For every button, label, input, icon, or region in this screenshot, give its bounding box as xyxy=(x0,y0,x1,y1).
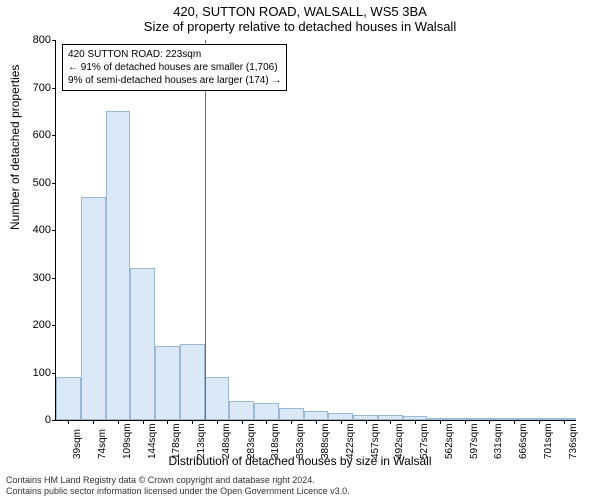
x-tick-mark xyxy=(143,420,144,424)
x-tick-mark xyxy=(167,420,168,424)
y-axis-label: Number of detached properties xyxy=(8,65,22,230)
x-tick-mark xyxy=(514,420,515,424)
y-tick-mark xyxy=(52,88,56,89)
histogram-bar xyxy=(229,401,254,420)
histogram-bar xyxy=(81,197,106,420)
x-tick-mark xyxy=(415,420,416,424)
x-axis-label: Distribution of detached houses by size … xyxy=(0,454,600,468)
x-tick-mark xyxy=(242,420,243,424)
histogram-bar xyxy=(304,411,329,420)
x-tick-mark xyxy=(68,420,69,424)
histogram-bar xyxy=(56,377,81,420)
x-tick-mark xyxy=(341,420,342,424)
y-tick-mark xyxy=(52,183,56,184)
y-tick-label: 0 xyxy=(21,414,51,426)
y-tick-label: 300 xyxy=(21,272,51,284)
y-tick-label: 400 xyxy=(21,224,51,236)
annotation-line: 9% of semi-detached houses are larger (1… xyxy=(68,74,281,87)
histogram-bar xyxy=(130,268,155,420)
y-tick-label: 100 xyxy=(21,367,51,379)
x-tick-mark xyxy=(539,420,540,424)
y-tick-mark xyxy=(52,325,56,326)
footer-text: Contains HM Land Registry data © Crown c… xyxy=(6,475,350,498)
y-tick-mark xyxy=(52,135,56,136)
x-tick-mark xyxy=(118,420,119,424)
reference-line xyxy=(205,40,206,420)
x-tick-mark xyxy=(366,420,367,424)
chart-container: 420, SUTTON ROAD, WALSALL, WS5 3BA Size … xyxy=(0,0,600,500)
x-tick-mark xyxy=(390,420,391,424)
histogram-bar xyxy=(279,408,304,420)
x-tick-mark xyxy=(266,420,267,424)
annotation-box: 420 SUTTON ROAD: 223sqm← 91% of detached… xyxy=(62,44,287,91)
histogram-bar xyxy=(180,344,205,420)
x-tick-mark xyxy=(440,420,441,424)
page-title-2: Size of property relative to detached ho… xyxy=(0,19,600,34)
annotation-line: 420 SUTTON ROAD: 223sqm xyxy=(68,48,281,61)
histogram-bar xyxy=(205,377,230,420)
y-tick-mark xyxy=(52,230,56,231)
y-tick-label: 800 xyxy=(21,34,51,46)
histogram-bar xyxy=(155,346,180,420)
y-tick-mark xyxy=(52,420,56,421)
footer-line-1: Contains HM Land Registry data © Crown c… xyxy=(6,475,350,487)
chart-area: 010020030040050060070080039sqm74sqm109sq… xyxy=(55,40,575,420)
y-tick-label: 200 xyxy=(21,319,51,331)
y-tick-mark xyxy=(52,278,56,279)
x-tick-mark xyxy=(291,420,292,424)
y-tick-mark xyxy=(52,40,56,41)
y-tick-label: 500 xyxy=(21,177,51,189)
x-tick-mark xyxy=(192,420,193,424)
histogram-bar xyxy=(254,403,279,420)
x-tick-mark xyxy=(465,420,466,424)
annotation-line: ← 91% of detached houses are smaller (1,… xyxy=(68,61,281,74)
y-tick-mark xyxy=(52,373,56,374)
x-tick-mark xyxy=(217,420,218,424)
x-tick-mark xyxy=(316,420,317,424)
x-tick-mark xyxy=(93,420,94,424)
plot-area: 010020030040050060070080039sqm74sqm109sq… xyxy=(55,40,576,421)
histogram-bar xyxy=(106,111,131,420)
x-tick-mark xyxy=(564,420,565,424)
x-tick-mark xyxy=(489,420,490,424)
footer-line-2: Contains public sector information licen… xyxy=(6,486,350,498)
page-title-1: 420, SUTTON ROAD, WALSALL, WS5 3BA xyxy=(0,0,600,19)
y-tick-label: 600 xyxy=(21,129,51,141)
y-tick-label: 700 xyxy=(21,82,51,94)
histogram-bar xyxy=(328,413,353,420)
